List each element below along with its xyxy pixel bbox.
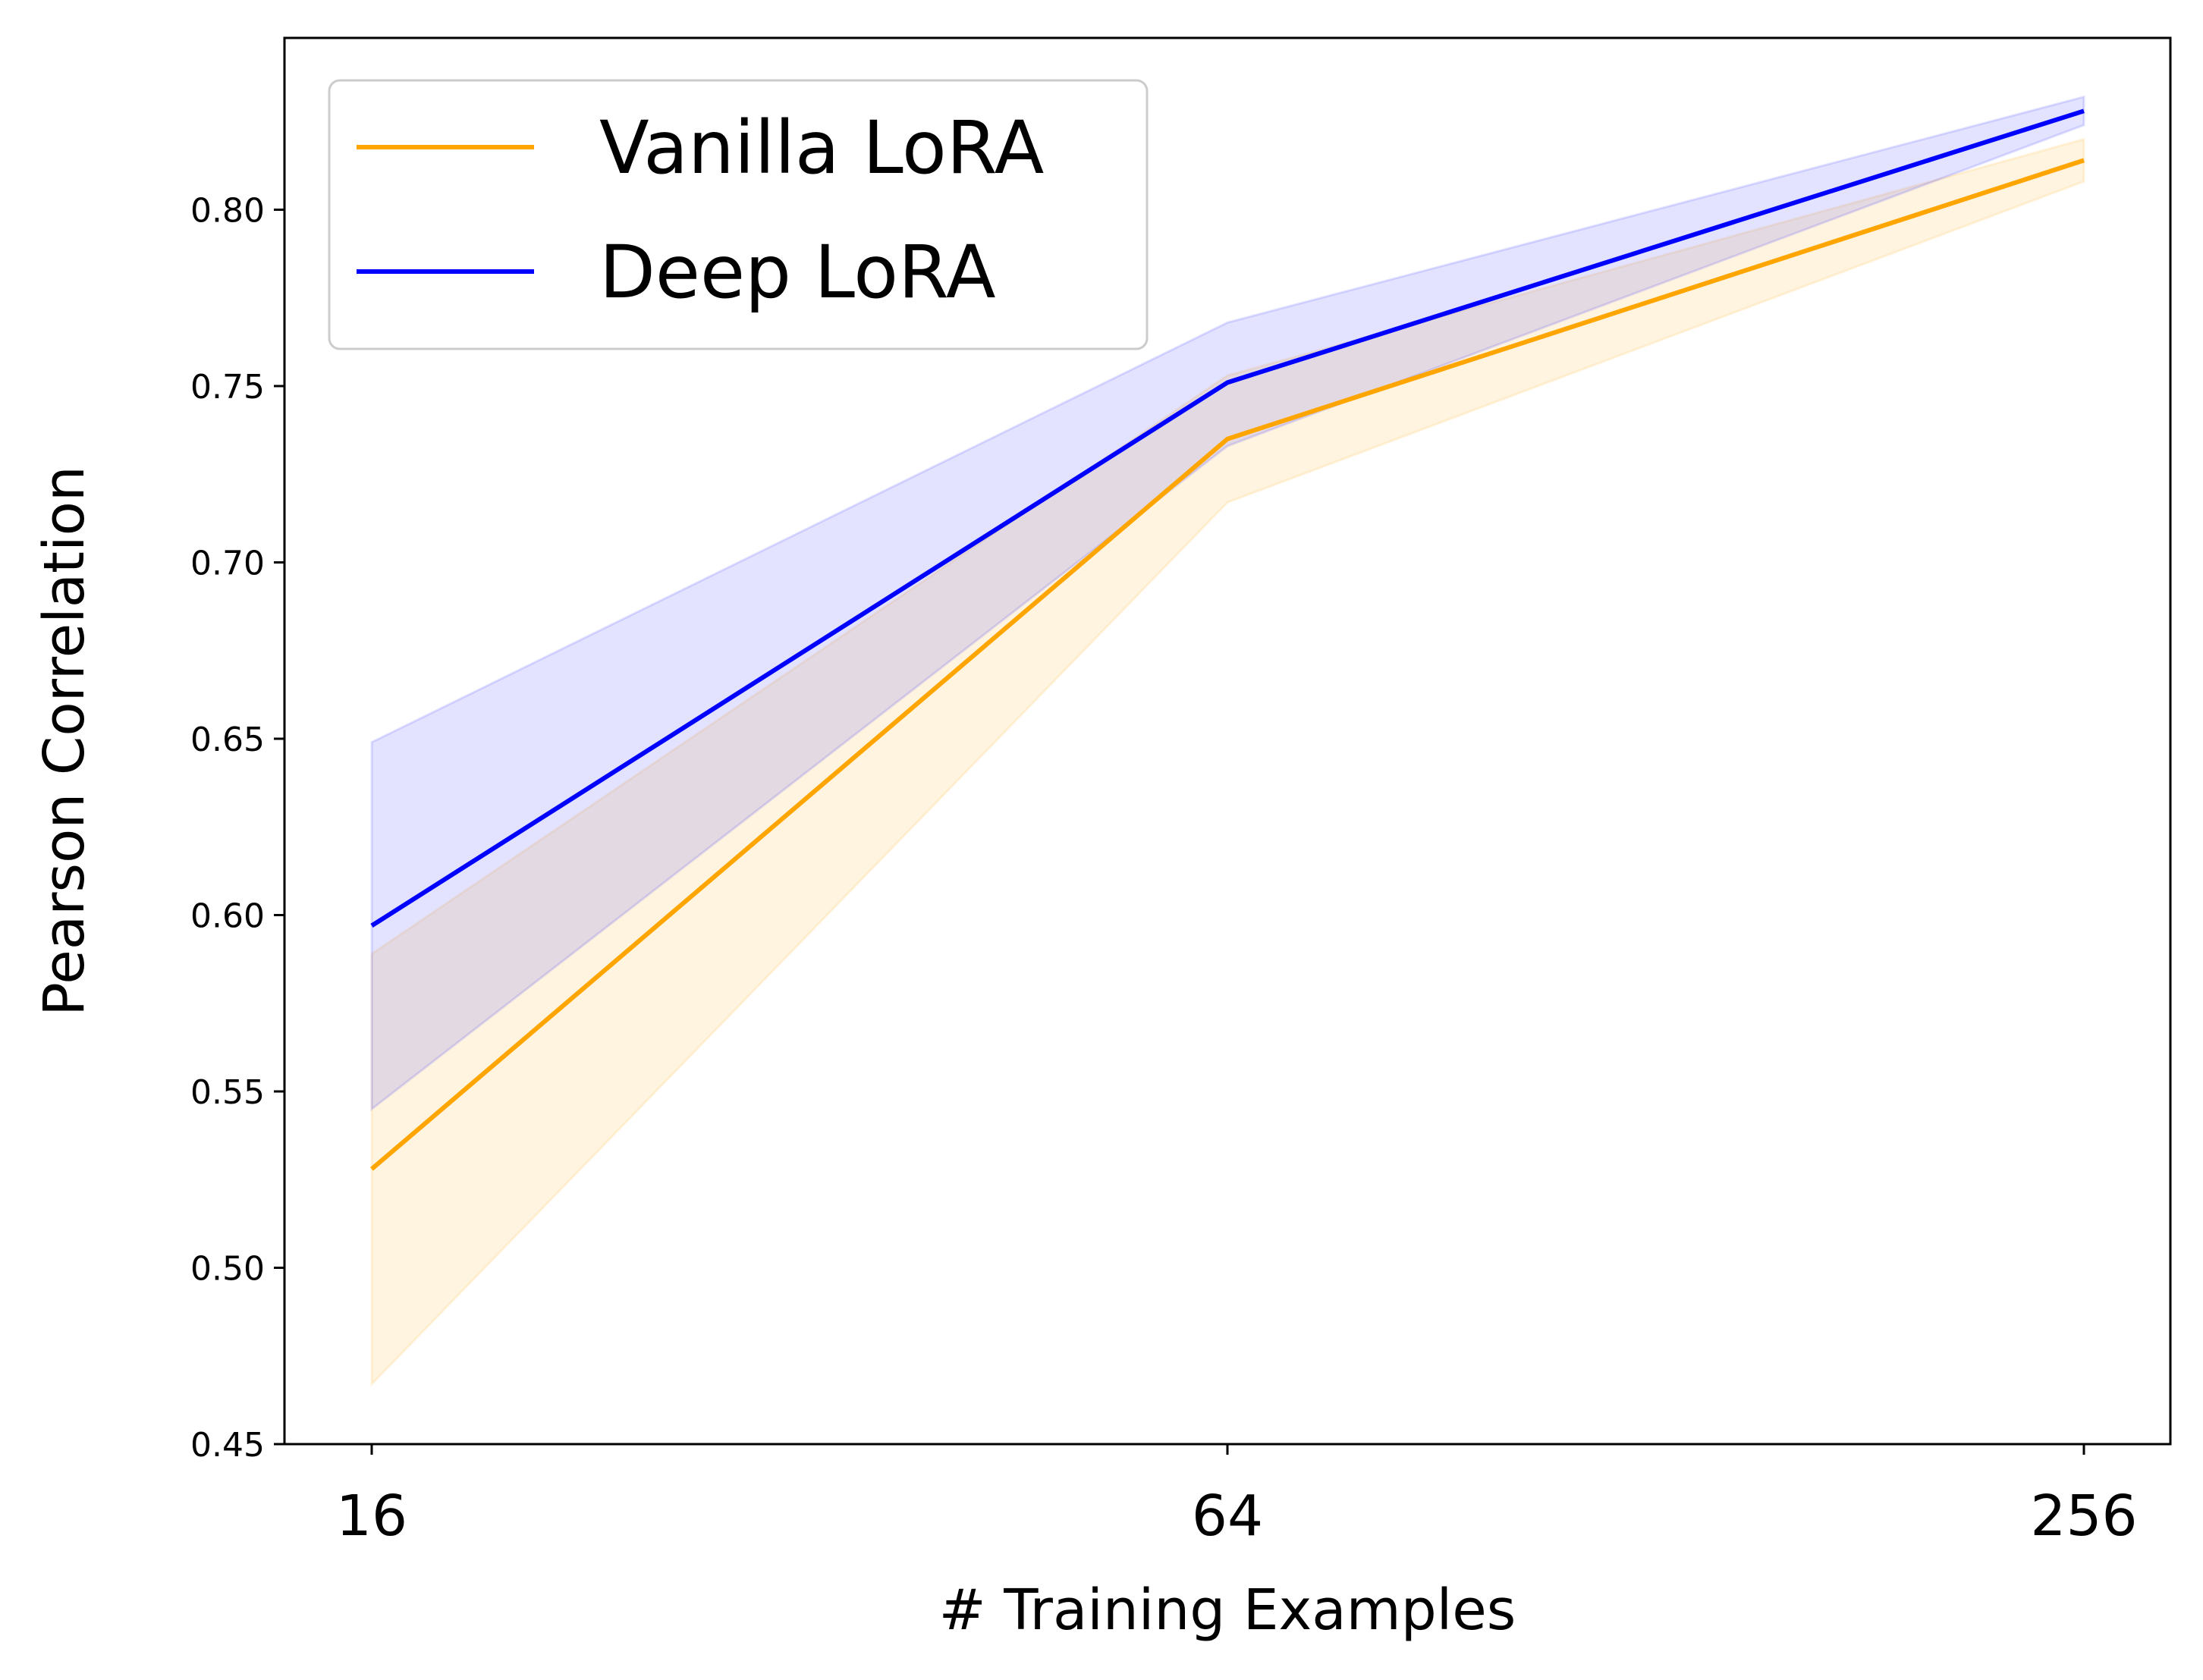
x-tick-label-16: 16 xyxy=(336,1484,407,1549)
y-tick-label-0.80: 0.80 xyxy=(190,192,265,231)
y-tick-label-0.45: 0.45 xyxy=(190,1426,265,1465)
y-tick-label-0.50: 0.50 xyxy=(190,1250,265,1289)
legend-label-deep-lora: Deep LoRA xyxy=(599,230,996,315)
y-tick-label-0.75: 0.75 xyxy=(190,368,265,407)
legend: Vanilla LoRA Deep LoRA xyxy=(329,80,1147,349)
y-tick-label-0.70: 0.70 xyxy=(190,545,265,583)
x-tick-label-256: 256 xyxy=(2030,1484,2137,1549)
y-tick-label-0.60: 0.60 xyxy=(190,897,265,936)
x-tick-label-64: 64 xyxy=(1192,1484,1263,1549)
y-tick-label-0.65: 0.65 xyxy=(190,721,265,759)
legend-label-vanilla-lora: Vanilla LoRA xyxy=(599,105,1044,190)
x-axis-title: # Training Examples xyxy=(939,1578,1516,1643)
y-axis-title: Pearson Correlation xyxy=(32,466,97,1016)
y-tick-label-0.55: 0.55 xyxy=(190,1073,265,1112)
